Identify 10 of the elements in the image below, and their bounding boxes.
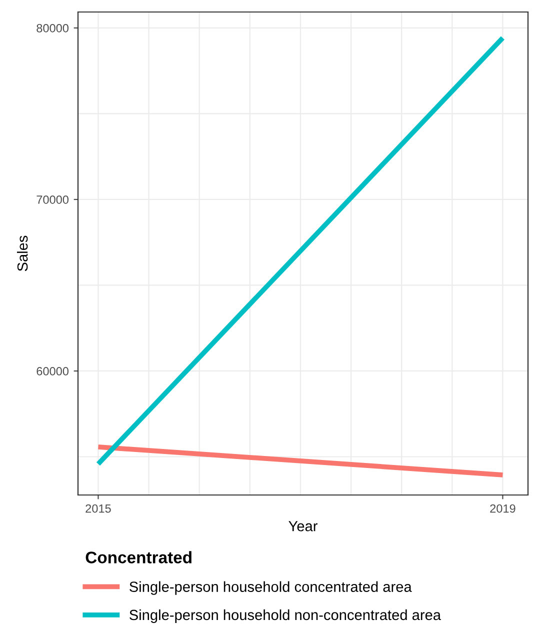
legend-title: Concentrated [86,551,192,564]
y-tick-label: 70000 [36,196,69,204]
x-axis-title: Year [288,521,318,532]
legend-label: Single-person household non-concentrated area [130,609,442,624]
x-tick-label: 2015 [86,504,111,513]
y-tick-label: 60000 [36,367,69,376]
y-tick-label: 80000 [36,24,69,32]
x-tick-label: 2019 [490,504,516,513]
y-axis-title: Sales [16,236,28,272]
legend-label: Single-person household concentrated area [130,581,412,595]
